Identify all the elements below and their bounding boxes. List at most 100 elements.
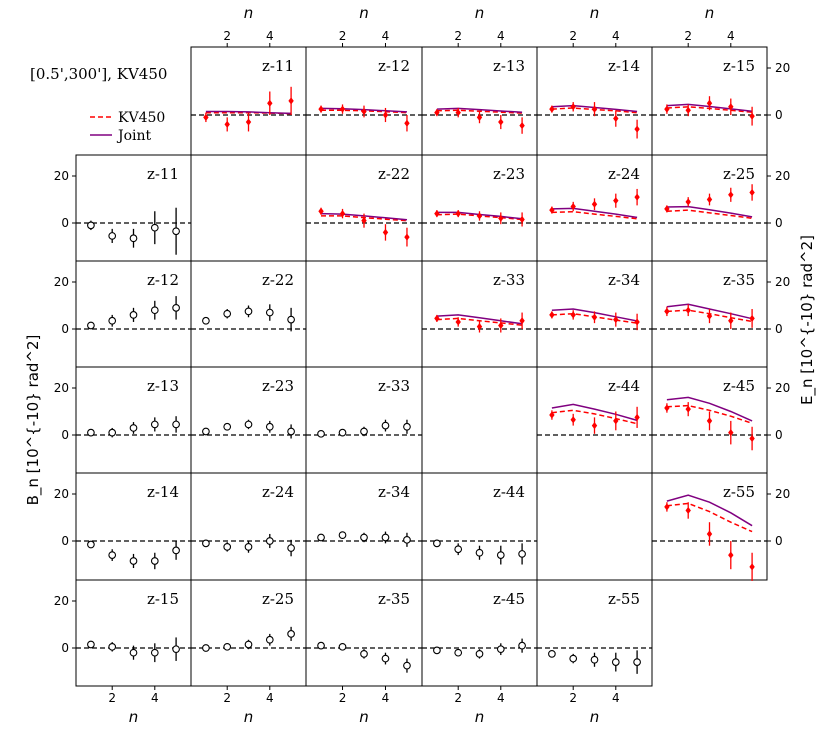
panel-label: z-33 bbox=[378, 377, 410, 395]
x-tick-label: 4 bbox=[612, 29, 620, 43]
data-point bbox=[749, 188, 755, 197]
data-point bbox=[475, 548, 484, 557]
data-point bbox=[265, 422, 274, 431]
data-point bbox=[570, 311, 576, 319]
data-point bbox=[87, 540, 95, 549]
joint-model-line bbox=[436, 107, 523, 113]
data-point bbox=[634, 193, 640, 201]
data-point bbox=[172, 420, 180, 429]
panel-e-z-34: z-34 bbox=[536, 260, 653, 368]
data-point bbox=[634, 125, 640, 133]
y-tick-label-right: 0 bbox=[775, 322, 783, 336]
data-point bbox=[382, 111, 389, 119]
data-point bbox=[570, 416, 576, 424]
panel-b-z-25: z-25 bbox=[190, 579, 307, 687]
data-point bbox=[590, 655, 599, 664]
data-point bbox=[223, 543, 232, 551]
data-point bbox=[87, 640, 95, 649]
data-point bbox=[172, 645, 180, 654]
data-point bbox=[454, 648, 463, 657]
data-point bbox=[549, 311, 555, 319]
x-axis-label-top: n bbox=[359, 4, 369, 22]
data-point bbox=[382, 228, 389, 236]
data-point bbox=[404, 233, 410, 241]
x-axis-label-top: n bbox=[705, 4, 715, 22]
data-point bbox=[706, 417, 713, 425]
legend: KV450 Joint bbox=[90, 110, 165, 144]
joint-model-line bbox=[205, 110, 292, 115]
data-point bbox=[476, 212, 483, 220]
panel-e-z-45: z-45 bbox=[651, 366, 768, 474]
panel-e-z-22: z-22 bbox=[305, 154, 423, 262]
data-point bbox=[611, 658, 620, 666]
data-point bbox=[404, 119, 410, 127]
data-point bbox=[548, 650, 556, 658]
x-axis-label-top: n bbox=[475, 4, 485, 22]
panel-b-z-11: z-11 bbox=[75, 154, 192, 262]
data-point bbox=[203, 113, 209, 121]
data-point bbox=[664, 105, 670, 113]
y-tick-label-right: 20 bbox=[775, 487, 790, 501]
data-point bbox=[150, 223, 159, 232]
data-point bbox=[381, 533, 390, 542]
data-point bbox=[202, 316, 210, 325]
kv450-model-line bbox=[436, 109, 523, 114]
data-point bbox=[613, 316, 619, 324]
y-tick-label-left: 20 bbox=[54, 275, 69, 289]
panel-label: z-24 bbox=[608, 165, 640, 183]
data-point bbox=[318, 105, 324, 113]
panel-label: z-55 bbox=[608, 590, 640, 608]
data-point bbox=[519, 215, 525, 224]
data-point bbox=[172, 304, 180, 312]
y-axis-label-right: E_n [10^{-10} rad^2] bbox=[798, 235, 817, 405]
data-point bbox=[360, 650, 368, 658]
data-point bbox=[591, 105, 598, 113]
panel-b-z-24: z-24 bbox=[190, 472, 307, 581]
y-tick-label-left: 0 bbox=[61, 534, 69, 548]
data-point bbox=[202, 539, 210, 548]
panel-e-z-14: z-14 bbox=[536, 46, 653, 156]
panel-label: z-15 bbox=[147, 590, 179, 608]
data-point bbox=[613, 197, 619, 205]
data-point bbox=[403, 422, 411, 431]
panel-b-z-55: z-55 bbox=[536, 579, 653, 687]
data-point bbox=[591, 200, 598, 208]
panel-label: z-24 bbox=[262, 483, 294, 501]
x-tick-label: 4 bbox=[497, 691, 505, 705]
data-point bbox=[455, 318, 461, 326]
data-point bbox=[749, 314, 755, 323]
panel-b-z-13: z-13 bbox=[75, 366, 192, 474]
data-point bbox=[244, 307, 253, 316]
data-point bbox=[244, 640, 253, 649]
data-point bbox=[685, 306, 691, 314]
data-point bbox=[244, 543, 253, 551]
panel-label: z-35 bbox=[378, 590, 410, 608]
x-tick-label: 4 bbox=[612, 691, 620, 705]
panel-label: z-23 bbox=[262, 377, 294, 395]
x-tick-label: 2 bbox=[684, 29, 692, 43]
data-point bbox=[434, 109, 440, 117]
x-tick-label: 2 bbox=[454, 691, 462, 705]
panel-frame bbox=[536, 579, 653, 687]
panel-label: z-23 bbox=[493, 165, 525, 183]
panel-label: z-12 bbox=[378, 57, 410, 75]
data-point bbox=[403, 535, 411, 544]
panel-label: z-15 bbox=[723, 57, 755, 75]
data-point bbox=[339, 105, 346, 113]
panel-label: z-25 bbox=[723, 165, 755, 183]
data-point bbox=[223, 309, 232, 318]
data-point bbox=[245, 118, 252, 126]
data-point bbox=[223, 642, 232, 651]
y-tick-label-left: 0 bbox=[61, 322, 69, 336]
data-point bbox=[633, 658, 641, 666]
y-tick-label-right: 20 bbox=[775, 61, 790, 75]
data-point bbox=[475, 650, 484, 658]
data-point bbox=[664, 503, 670, 511]
panel-e-z-44: z-44 bbox=[536, 366, 653, 474]
panel-label: z-44 bbox=[608, 377, 640, 395]
panel-e-z-33: z-33 bbox=[421, 260, 538, 368]
x-axis-label-bottom: n bbox=[590, 708, 600, 726]
data-point bbox=[317, 429, 325, 438]
data-point bbox=[172, 227, 180, 236]
